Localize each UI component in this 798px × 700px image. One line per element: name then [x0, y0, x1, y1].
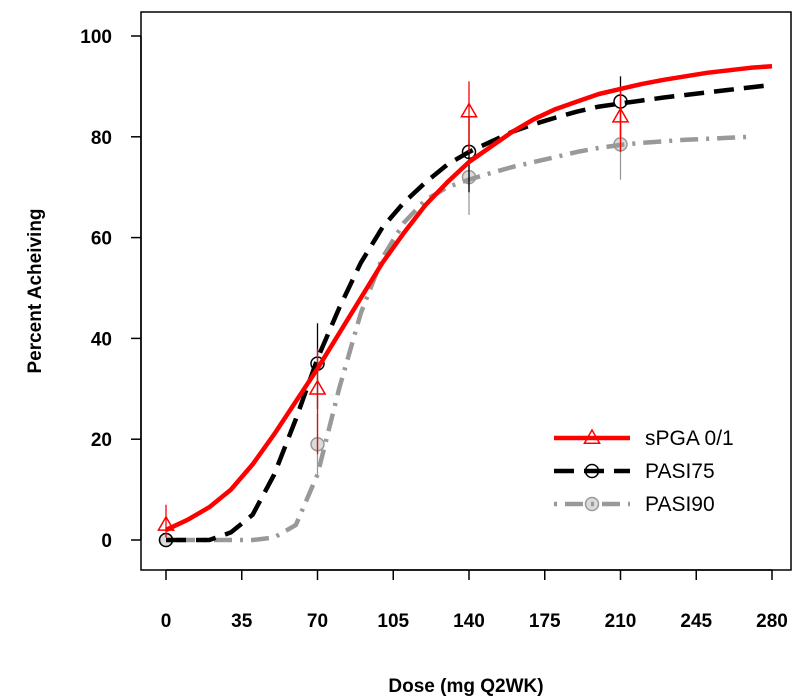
y-axis: 0 20 40 60 80 100	[80, 27, 142, 552]
x-tick-label: 175	[529, 611, 561, 632]
legend-marker	[584, 463, 600, 479]
x-tick-label: 140	[453, 611, 485, 632]
x-tick-label: 210	[605, 611, 637, 632]
series-spga-0-1	[157, 63, 773, 538]
x-tick-label: 70	[307, 611, 328, 632]
data-point	[308, 379, 327, 395]
y-tick-label: 100	[80, 27, 112, 48]
y-tick-label: 20	[91, 430, 112, 451]
y-tick-label: 80	[91, 128, 112, 149]
legend-item: PASI90	[554, 493, 715, 516]
legend-item: PASI75	[554, 460, 715, 483]
x-axis: 0 35 70 105 140 175 210 245 280	[161, 569, 788, 632]
y-tick-label: 60	[91, 229, 112, 250]
x-axis-title: Dose (mg Q2WK)	[388, 676, 543, 697]
series-line	[165, 63, 773, 532]
x-tick-label: 35	[231, 611, 253, 632]
legend-marker	[583, 428, 601, 444]
series-line	[166, 134, 751, 543]
x-ticks: 0 35 70 105 140 175 210 245 280	[161, 570, 788, 632]
y-ticks: 0 20 40 60 80 100	[80, 27, 141, 552]
data-point	[611, 107, 630, 123]
x-tick-label: 280	[756, 611, 788, 632]
legend-label: PASI90	[645, 493, 715, 516]
data-point	[157, 515, 175, 531]
series-layer	[157, 63, 773, 548]
x-tick-label: 245	[680, 611, 712, 632]
legend: sPGA 0/1 PASI75 PASI90	[554, 427, 734, 516]
legend-label: PASI75	[645, 460, 715, 483]
x-tick-label: 105	[377, 611, 409, 632]
y-tick-label: 0	[101, 531, 112, 552]
legend-item: sPGA 0/1	[554, 427, 734, 450]
legend-marker	[584, 496, 600, 512]
legend-label: sPGA 0/1	[645, 427, 734, 450]
y-tick-label: 40	[91, 329, 112, 350]
y-axis-title: Percent Acheiving	[25, 208, 46, 373]
x-tick-label: 0	[161, 611, 172, 632]
data-point	[460, 102, 478, 118]
